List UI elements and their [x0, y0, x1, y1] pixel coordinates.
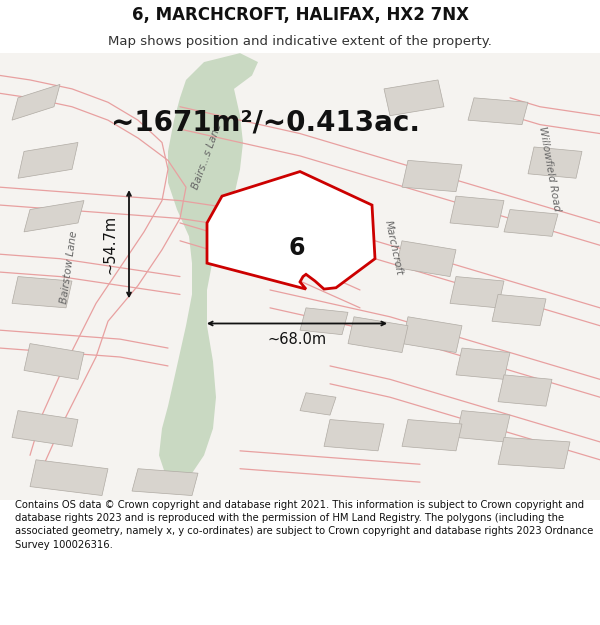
Text: Map shows position and indicative extent of the property.: Map shows position and indicative extent… — [108, 35, 492, 48]
Text: ~54.7m: ~54.7m — [102, 215, 117, 274]
Polygon shape — [132, 469, 198, 496]
Polygon shape — [468, 98, 528, 124]
Polygon shape — [504, 209, 558, 236]
Polygon shape — [324, 419, 384, 451]
Polygon shape — [24, 344, 84, 379]
Polygon shape — [30, 460, 108, 496]
Polygon shape — [12, 411, 78, 446]
Polygon shape — [450, 196, 504, 228]
Polygon shape — [12, 276, 72, 308]
Polygon shape — [456, 348, 510, 379]
Polygon shape — [498, 375, 552, 406]
Polygon shape — [402, 161, 462, 192]
Text: 6: 6 — [289, 236, 305, 259]
Polygon shape — [402, 317, 462, 352]
Polygon shape — [384, 80, 444, 116]
Polygon shape — [456, 411, 510, 442]
Text: Bairs...s Lane: Bairs...s Lane — [190, 121, 224, 190]
Polygon shape — [528, 147, 582, 178]
Polygon shape — [300, 392, 336, 415]
Polygon shape — [24, 201, 84, 232]
Text: Contains OS data © Crown copyright and database right 2021. This information is : Contains OS data © Crown copyright and d… — [15, 500, 593, 549]
Text: 6, MARCHCROFT, HALIFAX, HX2 7NX: 6, MARCHCROFT, HALIFAX, HX2 7NX — [131, 6, 469, 24]
Polygon shape — [402, 419, 462, 451]
Polygon shape — [207, 171, 375, 289]
Polygon shape — [159, 53, 258, 482]
Text: Bairstow Lane: Bairstow Lane — [59, 231, 79, 304]
Text: ~1671m²/~0.413ac.: ~1671m²/~0.413ac. — [111, 108, 420, 136]
Text: Willowfield Road: Willowfield Road — [536, 126, 562, 213]
Polygon shape — [12, 84, 60, 120]
Polygon shape — [348, 317, 408, 352]
Polygon shape — [18, 142, 78, 178]
Polygon shape — [492, 294, 546, 326]
Polygon shape — [498, 438, 570, 469]
Polygon shape — [300, 308, 348, 334]
Text: ~68.0m: ~68.0m — [268, 332, 326, 348]
Polygon shape — [450, 276, 504, 308]
Polygon shape — [396, 241, 456, 276]
Text: Marchcroft: Marchcroft — [382, 219, 404, 276]
